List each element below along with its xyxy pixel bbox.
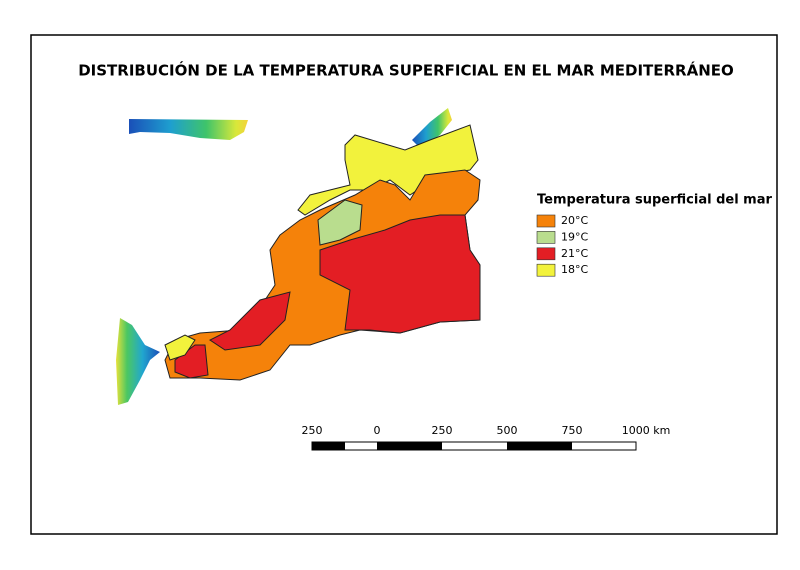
legend-title: Temperatura superficial del mar [537,193,772,208]
region-18 [297,124,479,216]
scale-label: 250 [302,424,323,437]
scale-label: 750 [562,424,583,437]
scale-label: 250 [432,424,453,437]
scale-label: 0 [374,424,381,437]
scale-label: 500 [497,424,518,437]
bathymetry [129,119,248,140]
scale-bar-segment [507,442,572,450]
legend: 20°C 19°C 21°C 18°C [536,214,588,277]
scale-label: 1000 km [622,424,671,437]
legend-label: 20°C [561,214,588,227]
bathymetry [412,108,452,148]
legend-swatch [536,263,556,277]
region-19 [317,199,363,246]
region-21 [174,344,209,379]
scale-bar: 250 0 250 500 750 1000 km [302,424,671,451]
bathymetry [116,318,160,405]
region-21 [209,291,291,351]
scale-bar-segment [312,442,345,450]
legend-swatch [536,247,556,261]
map-regions [116,108,481,405]
legend-label: 21°C [561,247,588,260]
region-18 [164,334,196,361]
legend-swatch [536,231,556,244]
map-title: DISTRIBUCIÓN DE LA TEMPERATURA SUPERFICI… [78,61,734,80]
legend-swatch [536,214,556,228]
region-21 [319,214,481,334]
legend-label: 18°C [561,263,588,276]
scale-bar-frame [311,441,637,451]
scale-bar-segment [377,442,442,450]
legend-label: 19°C [561,230,588,243]
